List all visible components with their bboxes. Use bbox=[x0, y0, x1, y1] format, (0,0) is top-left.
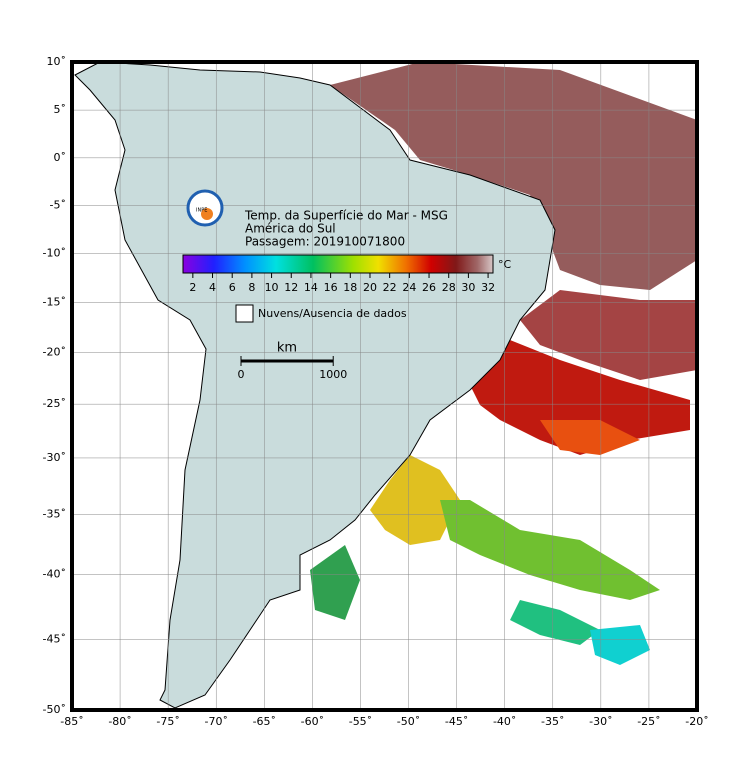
lat-tick-label: 0˚ bbox=[54, 151, 67, 164]
region: América do Sul bbox=[245, 222, 336, 236]
lat-tick-label: 10˚ bbox=[47, 55, 67, 68]
lat-tick-label: -40˚ bbox=[43, 568, 66, 581]
lon-tick-label: -85˚ bbox=[60, 715, 83, 728]
colorbar-tick-label: 28 bbox=[442, 281, 456, 294]
colorbar-tick-label: 16 bbox=[324, 281, 338, 294]
logo: INPE bbox=[186, 189, 224, 227]
pass-time: Passagem: 201910071800 bbox=[245, 235, 405, 249]
colorbar-tick-label: 6 bbox=[229, 281, 236, 294]
lat-tick-label: -45˚ bbox=[43, 632, 66, 645]
lon-tick-label: -20˚ bbox=[685, 715, 708, 728]
legend-label: Nuvens/Ausencia de dados bbox=[258, 307, 407, 320]
colorbar-tick-label: 2 bbox=[189, 281, 196, 294]
lon-tick-label: -75˚ bbox=[156, 715, 179, 728]
lat-tick-label: -15˚ bbox=[43, 296, 66, 309]
lat-tick-label: 5˚ bbox=[54, 103, 67, 116]
lon-tick-label: -25˚ bbox=[637, 715, 660, 728]
lat-tick-label: -25˚ bbox=[43, 397, 66, 410]
lat-tick-label: -5˚ bbox=[50, 199, 66, 212]
colorbar-tick-label: 14 bbox=[304, 281, 318, 294]
lon-tick-label: -30˚ bbox=[589, 715, 612, 728]
colorbar-unit: °C bbox=[498, 258, 512, 271]
lat-tick-label: -10˚ bbox=[43, 247, 66, 260]
lon-tick-label: -70˚ bbox=[204, 715, 227, 728]
lon-tick-label: -65˚ bbox=[253, 715, 276, 728]
colorbar-tick-label: 18 bbox=[343, 281, 357, 294]
colorbar-tick-label: 32 bbox=[481, 281, 495, 294]
colorbar-tick-label: 4 bbox=[209, 281, 216, 294]
scale-tick-label: 1000 bbox=[319, 368, 347, 381]
lon-tick-label: -45˚ bbox=[445, 715, 468, 728]
lat-tick-label: -35˚ bbox=[43, 507, 66, 520]
sst-patches bbox=[310, 62, 697, 665]
colorbar-tick-label: 8 bbox=[248, 281, 255, 294]
title: Temp. da Superfície do Mar - MSG bbox=[244, 209, 448, 223]
colorbar bbox=[182, 254, 494, 274]
lon-tick-label: -50˚ bbox=[397, 715, 420, 728]
colorbar-tick-label: 12 bbox=[284, 281, 298, 294]
colorbar-tick-label: 30 bbox=[461, 281, 475, 294]
logo-text: INPE bbox=[196, 208, 207, 214]
lat-tick-label: -50˚ bbox=[43, 703, 66, 716]
legend-swatch bbox=[235, 304, 254, 323]
lon-tick-label: -80˚ bbox=[108, 715, 131, 728]
lon-tick-label: -40˚ bbox=[493, 715, 516, 728]
colorbar-tick-label: 22 bbox=[383, 281, 397, 294]
lon-tick-label: -55˚ bbox=[349, 715, 372, 728]
colorbar-tick-label: 24 bbox=[402, 281, 416, 294]
colorbar-tick-label: 26 bbox=[422, 281, 436, 294]
lat-tick-label: -30˚ bbox=[43, 451, 66, 464]
lon-tick-label: -35˚ bbox=[541, 715, 564, 728]
scale-tick-label: 0 bbox=[238, 368, 245, 381]
colorbar-tick-label: 20 bbox=[363, 281, 377, 294]
lat-tick-label: -20˚ bbox=[43, 346, 66, 359]
colorbar-tick-label: 10 bbox=[265, 281, 279, 294]
map-frame bbox=[70, 60, 699, 712]
lon-tick-label: -60˚ bbox=[301, 715, 324, 728]
scale-label: km bbox=[277, 341, 297, 356]
